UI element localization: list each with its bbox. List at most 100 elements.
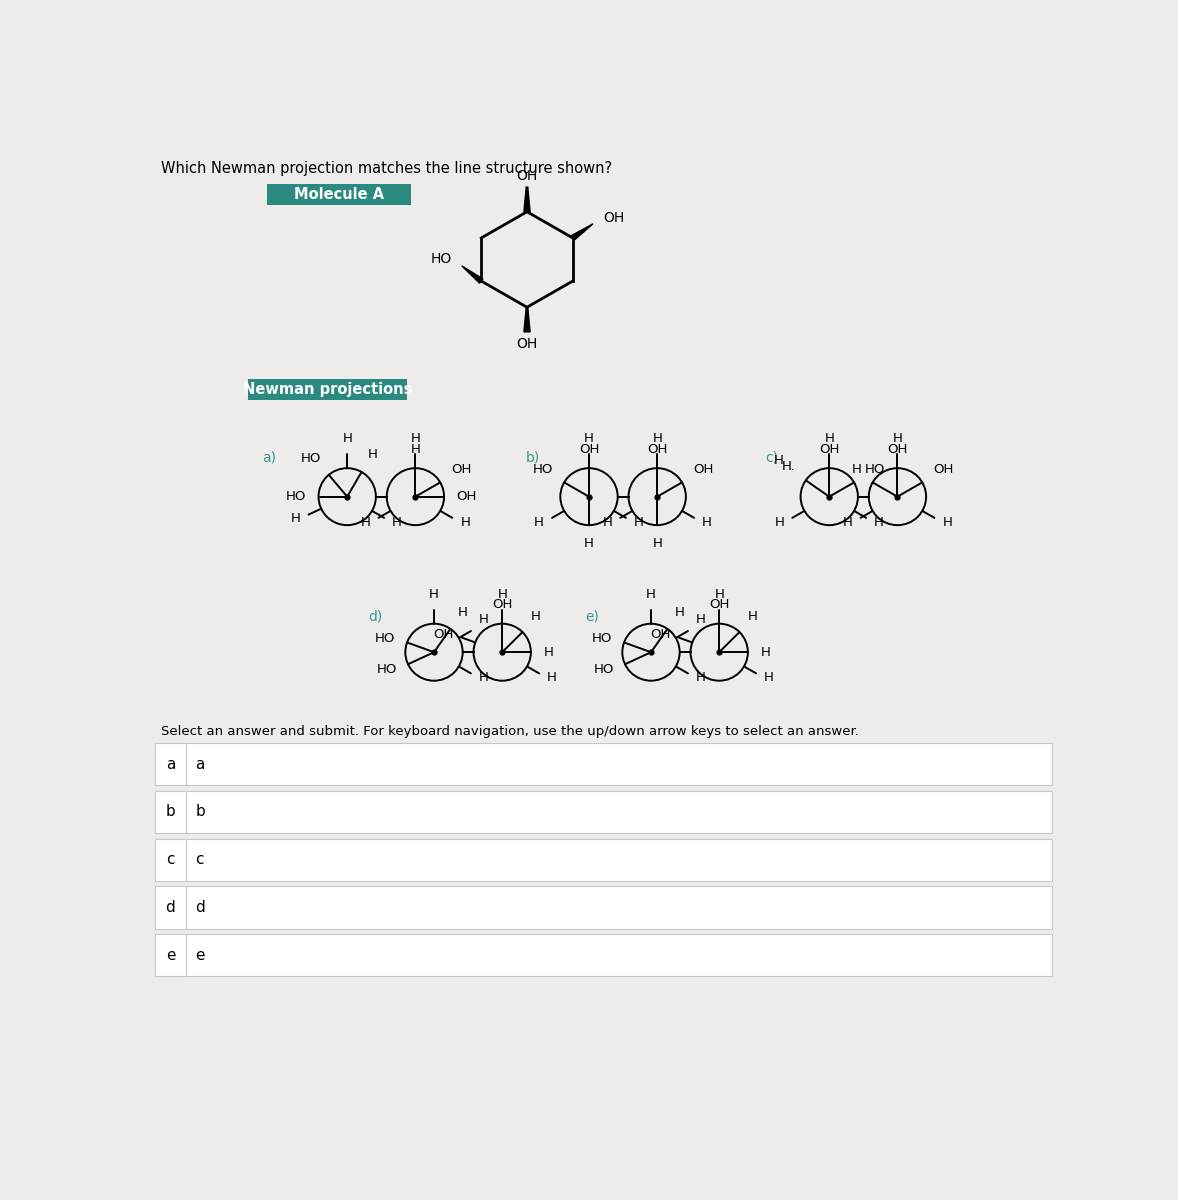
Text: H: H	[765, 672, 774, 684]
Text: e: e	[166, 948, 176, 962]
Text: H: H	[543, 646, 554, 659]
Text: HO: HO	[534, 463, 554, 476]
Text: H: H	[584, 432, 594, 445]
FancyBboxPatch shape	[155, 743, 1052, 786]
Text: H: H	[852, 463, 862, 476]
FancyBboxPatch shape	[155, 839, 186, 881]
Text: b: b	[166, 804, 176, 820]
Text: H: H	[457, 606, 468, 619]
Text: d: d	[196, 900, 205, 914]
Text: H: H	[774, 516, 785, 529]
Text: HO: HO	[300, 452, 320, 466]
Text: Newman projections: Newman projections	[243, 382, 412, 397]
Polygon shape	[462, 266, 483, 283]
Text: H: H	[584, 538, 594, 551]
FancyBboxPatch shape	[155, 934, 1052, 977]
Text: H: H	[461, 516, 470, 529]
Text: H: H	[760, 646, 770, 659]
Text: H: H	[547, 672, 557, 684]
Text: H: H	[343, 432, 352, 445]
Text: H: H	[497, 588, 508, 601]
Text: HO: HO	[375, 631, 396, 644]
Text: H: H	[534, 516, 544, 529]
Text: H: H	[479, 672, 489, 684]
Text: e: e	[196, 948, 205, 962]
FancyBboxPatch shape	[267, 184, 411, 205]
Text: HO: HO	[430, 252, 451, 266]
Text: HO: HO	[377, 662, 397, 676]
Text: Molecule A: Molecule A	[294, 187, 384, 202]
Text: HO: HO	[286, 490, 306, 503]
Text: OH: OH	[887, 443, 907, 456]
Text: H: H	[602, 516, 613, 529]
Text: H: H	[696, 613, 706, 626]
Text: H: H	[634, 516, 644, 529]
Text: HO: HO	[593, 631, 613, 644]
Text: a: a	[166, 757, 176, 772]
Text: H: H	[368, 449, 378, 461]
FancyBboxPatch shape	[249, 379, 406, 400]
Text: H: H	[696, 672, 706, 684]
Text: H: H	[410, 443, 421, 456]
Polygon shape	[524, 307, 530, 332]
Text: OH: OH	[647, 443, 668, 456]
FancyBboxPatch shape	[155, 791, 186, 833]
FancyBboxPatch shape	[155, 743, 186, 786]
Text: OH: OH	[434, 628, 454, 641]
Text: a: a	[196, 757, 205, 772]
Text: H: H	[842, 516, 853, 529]
Polygon shape	[571, 224, 593, 240]
FancyBboxPatch shape	[155, 791, 1052, 833]
Text: H: H	[714, 588, 724, 601]
Text: OH: OH	[709, 599, 729, 611]
Text: b: b	[196, 804, 205, 820]
Text: H: H	[479, 613, 489, 626]
Text: HO: HO	[865, 463, 885, 476]
Text: H: H	[360, 516, 370, 529]
Text: H: H	[290, 512, 300, 524]
Text: OH: OH	[578, 443, 600, 456]
Text: a): a)	[262, 450, 276, 464]
FancyBboxPatch shape	[155, 887, 186, 929]
Text: OH: OH	[819, 443, 840, 456]
Text: Select an answer and submit. For keyboard navigation, use the up/down arrow keys: Select an answer and submit. For keyboar…	[161, 725, 859, 738]
Text: H: H	[774, 454, 783, 467]
Text: H: H	[702, 516, 712, 529]
FancyBboxPatch shape	[155, 887, 1052, 929]
Text: d: d	[166, 900, 176, 914]
Text: OH: OH	[603, 211, 624, 224]
Text: e): e)	[585, 610, 598, 624]
Text: H: H	[531, 611, 541, 623]
Text: OH: OH	[516, 336, 537, 350]
Text: d): d)	[368, 610, 383, 624]
Text: OH: OH	[693, 463, 713, 476]
Text: OH: OH	[457, 490, 477, 503]
Text: H: H	[646, 588, 656, 601]
FancyBboxPatch shape	[155, 934, 186, 977]
Text: H: H	[825, 432, 834, 445]
Polygon shape	[524, 187, 530, 211]
Text: b): b)	[525, 450, 540, 464]
Text: H: H	[653, 538, 662, 551]
Text: H: H	[748, 611, 759, 623]
Text: OH: OH	[933, 463, 953, 476]
Text: OH: OH	[516, 168, 537, 182]
Text: H: H	[653, 432, 662, 445]
Text: H: H	[893, 432, 902, 445]
Text: OH: OH	[492, 599, 512, 611]
Text: Which Newman projection matches the line structure shown?: Which Newman projection matches the line…	[161, 161, 613, 176]
Text: OH: OH	[451, 463, 471, 476]
Text: OH: OH	[650, 628, 670, 641]
Text: c: c	[166, 852, 174, 868]
Text: c: c	[196, 852, 204, 868]
Text: H: H	[392, 516, 402, 529]
Text: HO: HO	[594, 662, 614, 676]
Text: H: H	[942, 516, 952, 529]
Text: H: H	[675, 606, 684, 619]
FancyBboxPatch shape	[155, 839, 1052, 881]
Text: H.: H.	[782, 461, 795, 473]
Text: c): c)	[766, 450, 779, 464]
Text: H: H	[429, 588, 439, 601]
Text: H: H	[874, 516, 885, 529]
Text: H: H	[410, 432, 421, 445]
